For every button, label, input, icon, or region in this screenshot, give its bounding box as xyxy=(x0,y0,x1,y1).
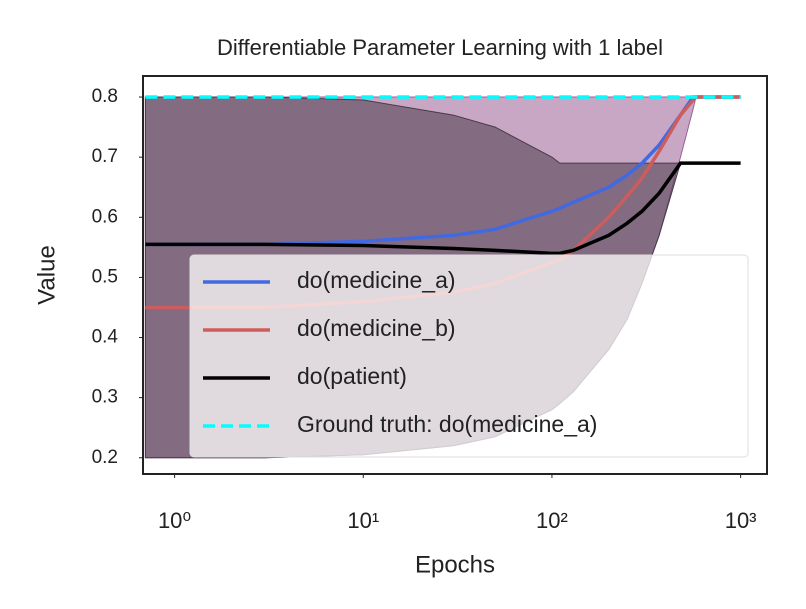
x-tick-label: 10⁰ xyxy=(158,508,191,533)
y-tick-label: 0.3 xyxy=(92,387,118,408)
y-axis-label: Value xyxy=(33,245,60,305)
legend-box xyxy=(189,254,749,458)
legend-label: Ground truth: do(medicine_a) xyxy=(297,411,597,437)
y-tick-label: 0.5 xyxy=(92,266,118,287)
y-tick-label: 0.6 xyxy=(92,206,118,227)
legend-label: do(medicine_a) xyxy=(297,267,456,293)
y-tick-label: 0.4 xyxy=(92,327,119,348)
x-axis-label: Epochs xyxy=(415,551,495,578)
chart-title: Differentiable Parameter Learning with 1… xyxy=(217,35,663,60)
line xyxy=(145,161,741,256)
x-tick-label: 10¹ xyxy=(347,508,379,533)
legend-label: do(medicine_b) xyxy=(297,315,456,341)
y-tick-label: 0.2 xyxy=(92,447,118,468)
plot-frame xyxy=(142,75,768,475)
y-tick-label: 0.8 xyxy=(92,86,118,107)
legend-label: do(patient) xyxy=(297,363,407,389)
y-tick-label: 0.7 xyxy=(92,146,118,167)
x-tick-label: 10² xyxy=(536,508,568,533)
x-tick-label: 10³ xyxy=(725,508,757,533)
